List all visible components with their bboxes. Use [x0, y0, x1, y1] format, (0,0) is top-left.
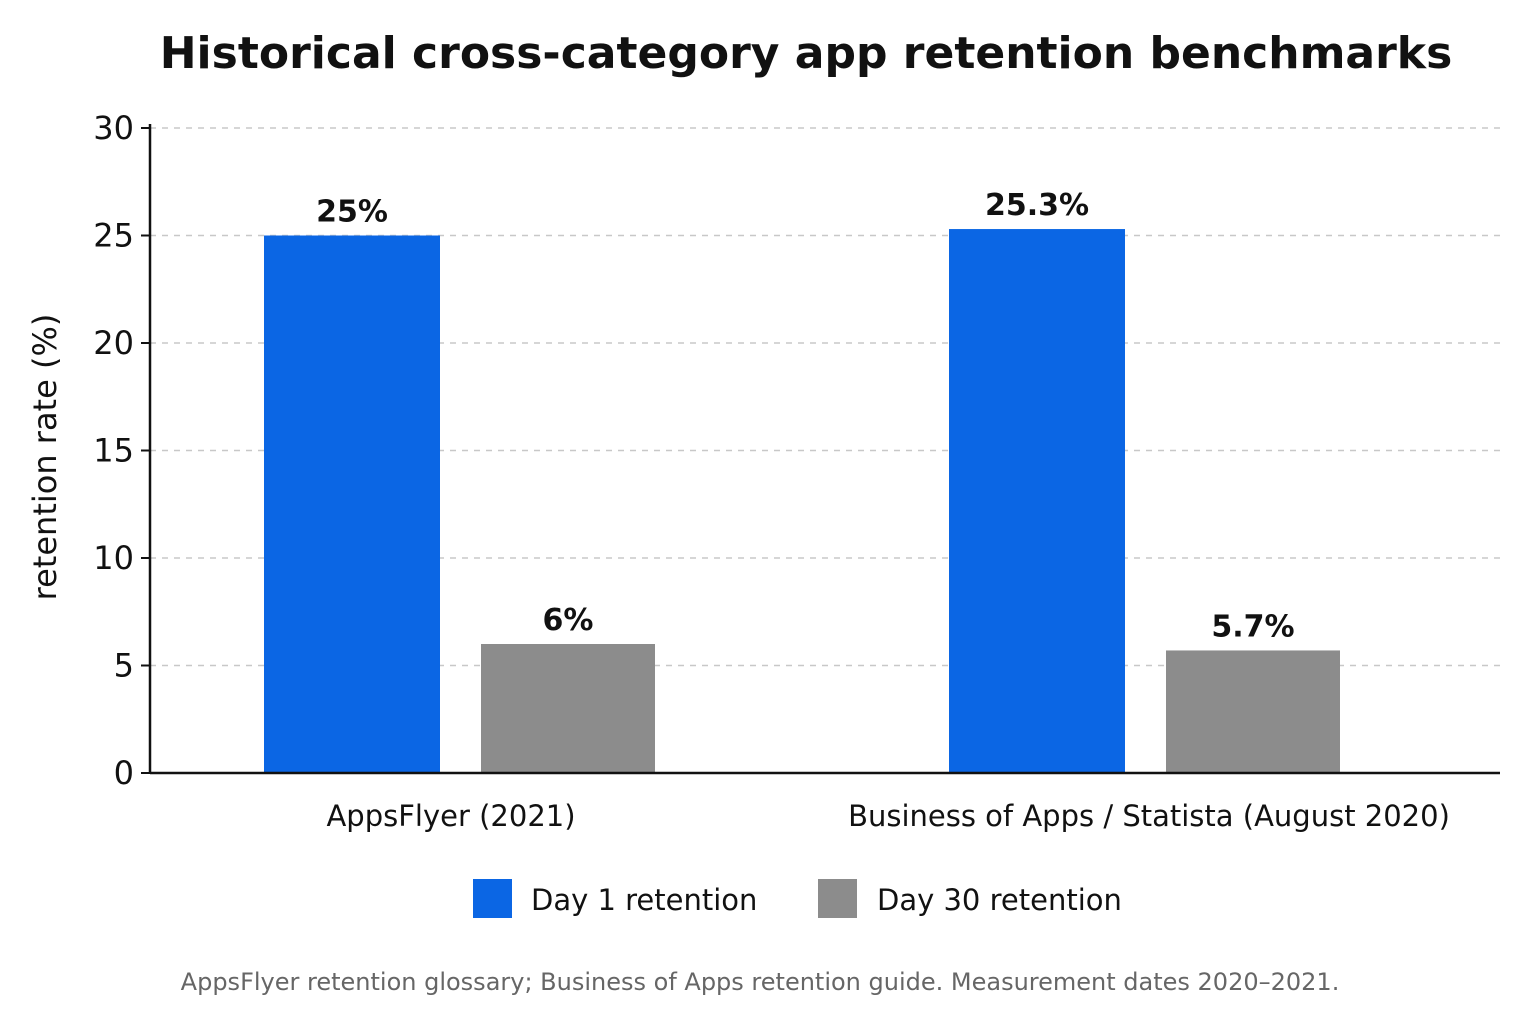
bars: [264, 229, 1340, 774]
y-tick-label-0: 0: [114, 754, 134, 792]
gridlines: [150, 127, 1500, 667]
y-tick-labels: 0 5 10 15 20 25 30: [93, 109, 134, 792]
bar-day30-1: [1166, 650, 1340, 773]
y-tick-label-20: 20: [93, 324, 134, 362]
value-label-day30-0: 6%: [543, 603, 594, 638]
legend: Day 1 retention Day 30 retention: [473, 879, 1122, 918]
x-category-label-1: Business of Apps / Statista (August 2020…: [848, 799, 1450, 833]
legend-swatch-day30: [818, 879, 857, 918]
legend-label-day30: Day 30 retention: [877, 883, 1122, 917]
y-tick-label-30: 30: [93, 109, 134, 147]
y-tick-label-10: 10: [93, 539, 134, 577]
x-category-label-0: AppsFlyer (2021): [326, 799, 575, 833]
value-label-day1-1: 25.3%: [985, 188, 1089, 223]
bar-day1-0: [264, 235, 440, 773]
bar-day1-1: [949, 229, 1125, 774]
axes: [141, 124, 1500, 775]
y-axis-label: retention rate (%): [26, 314, 64, 601]
y-tick-label-15: 15: [93, 432, 134, 470]
x-category-labels: AppsFlyer (2021) Business of Apps / Stati…: [326, 799, 1449, 833]
chart-title: Historical cross-category app retention …: [160, 28, 1453, 79]
bar-day30-0: [481, 644, 655, 773]
value-label-day30-1: 5.7%: [1211, 609, 1294, 644]
bar-value-labels: 25% 6% 25.3% 5.7%: [316, 188, 1295, 644]
value-label-day1-0: 25%: [316, 195, 388, 230]
legend-label-day1: Day 1 retention: [531, 883, 757, 917]
legend-swatch-day1: [473, 879, 512, 918]
source-note: AppsFlyer retention glossary; Business o…: [181, 968, 1340, 996]
y-tick-label-25: 25: [93, 217, 134, 255]
y-tick-label-5: 5: [114, 647, 134, 685]
